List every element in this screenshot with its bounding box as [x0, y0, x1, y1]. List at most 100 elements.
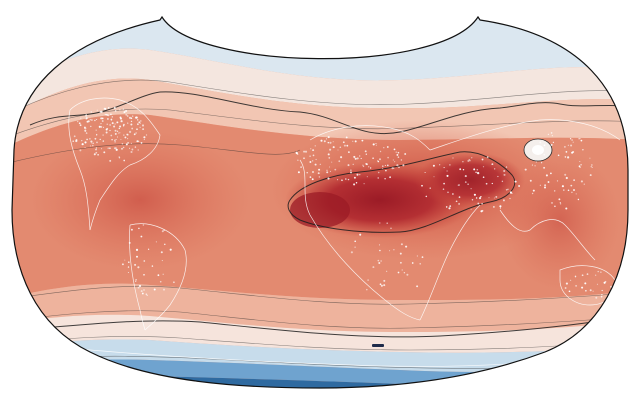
station-dot — [339, 146, 342, 149]
station-dot — [366, 176, 368, 178]
station-dot — [557, 154, 560, 157]
station-dot — [375, 144, 377, 146]
station-dot — [110, 134, 113, 137]
station-dot — [295, 152, 298, 155]
station-dot — [134, 263, 137, 266]
station-dot — [332, 146, 335, 149]
station-dot — [137, 149, 139, 151]
station-dot — [159, 280, 162, 283]
station-dot — [395, 151, 397, 153]
station-dot — [131, 148, 134, 151]
station-dot — [93, 153, 96, 156]
station-dot — [581, 286, 584, 289]
station-dot — [155, 241, 157, 243]
station-dot — [99, 138, 101, 141]
station-dot — [102, 140, 105, 142]
station-dot — [346, 144, 349, 147]
station-dot — [580, 180, 583, 183]
station-dot — [480, 196, 482, 198]
station-dot — [354, 240, 357, 243]
station-dot — [137, 119, 139, 121]
station-dot — [445, 206, 448, 208]
station-dot — [359, 233, 362, 236]
station-dot — [421, 184, 423, 187]
station-dot — [327, 153, 330, 156]
station-dot — [312, 160, 314, 162]
south-america-coast — [129, 223, 187, 331]
station-dot — [468, 159, 470, 161]
station-dot — [120, 120, 123, 123]
station-dot — [116, 121, 119, 124]
station-dot — [551, 135, 553, 137]
station-dot — [378, 262, 381, 264]
station-dot — [121, 263, 124, 266]
station-dot — [89, 145, 91, 147]
station-dot — [116, 130, 119, 133]
station-dot — [389, 250, 391, 252]
station-dot — [543, 186, 547, 189]
station-dot — [363, 183, 365, 185]
station-dot — [481, 209, 484, 212]
station-dot — [531, 192, 534, 195]
station-dot — [126, 115, 129, 117]
station-dot — [96, 134, 98, 136]
station-dot — [584, 282, 587, 285]
station-dot — [405, 245, 408, 248]
station-dot — [382, 165, 384, 167]
station-dot — [85, 132, 88, 134]
station-dot — [518, 185, 521, 187]
contour-lines — [12, 79, 628, 369]
station-dot — [130, 123, 133, 126]
station-dot — [509, 191, 512, 194]
station-dot — [115, 147, 117, 149]
station-dot — [569, 138, 572, 140]
station-dot — [309, 155, 311, 158]
station-dot — [471, 157, 473, 159]
station-dot — [393, 249, 395, 251]
station-dot — [340, 156, 343, 159]
station-dot — [416, 285, 419, 288]
station-dot — [579, 137, 581, 140]
station-dot — [398, 166, 400, 169]
station-dot — [564, 173, 567, 176]
station-dot — [393, 148, 396, 151]
station-dot — [485, 182, 488, 185]
station-dot — [457, 184, 459, 186]
station-dot — [379, 150, 382, 153]
station-dot — [151, 265, 154, 267]
station-dot — [347, 178, 350, 181]
station-dot — [341, 179, 343, 181]
arabia-hot-core — [415, 152, 525, 208]
station-dot — [446, 170, 448, 172]
station-dot — [100, 122, 102, 125]
station-dot — [399, 261, 402, 264]
station-dot — [402, 164, 405, 167]
station-dot — [493, 206, 495, 208]
station-dot — [385, 169, 387, 172]
station-dot — [578, 138, 580, 140]
station-dot — [491, 163, 494, 166]
station-dot — [476, 169, 479, 171]
station-dot — [118, 127, 120, 130]
station-dot — [565, 207, 568, 210]
map-outline — [11, 15, 629, 389]
station-dot — [138, 227, 140, 230]
station-dot — [600, 271, 602, 273]
station-dot — [473, 193, 476, 196]
station-dot — [127, 142, 129, 144]
station-dot — [78, 122, 81, 125]
station-dot — [571, 191, 573, 194]
station-dot — [329, 141, 332, 144]
station-dot — [119, 132, 121, 134]
station-dot — [354, 140, 357, 143]
station-dot — [111, 116, 113, 118]
station-dot — [352, 163, 354, 165]
station-dot — [394, 161, 396, 163]
station-dot — [353, 176, 356, 179]
station-dot — [143, 136, 146, 139]
station-dot — [565, 176, 568, 180]
station-dot — [514, 180, 517, 183]
station-dot — [578, 165, 581, 168]
station-dot — [397, 156, 400, 158]
